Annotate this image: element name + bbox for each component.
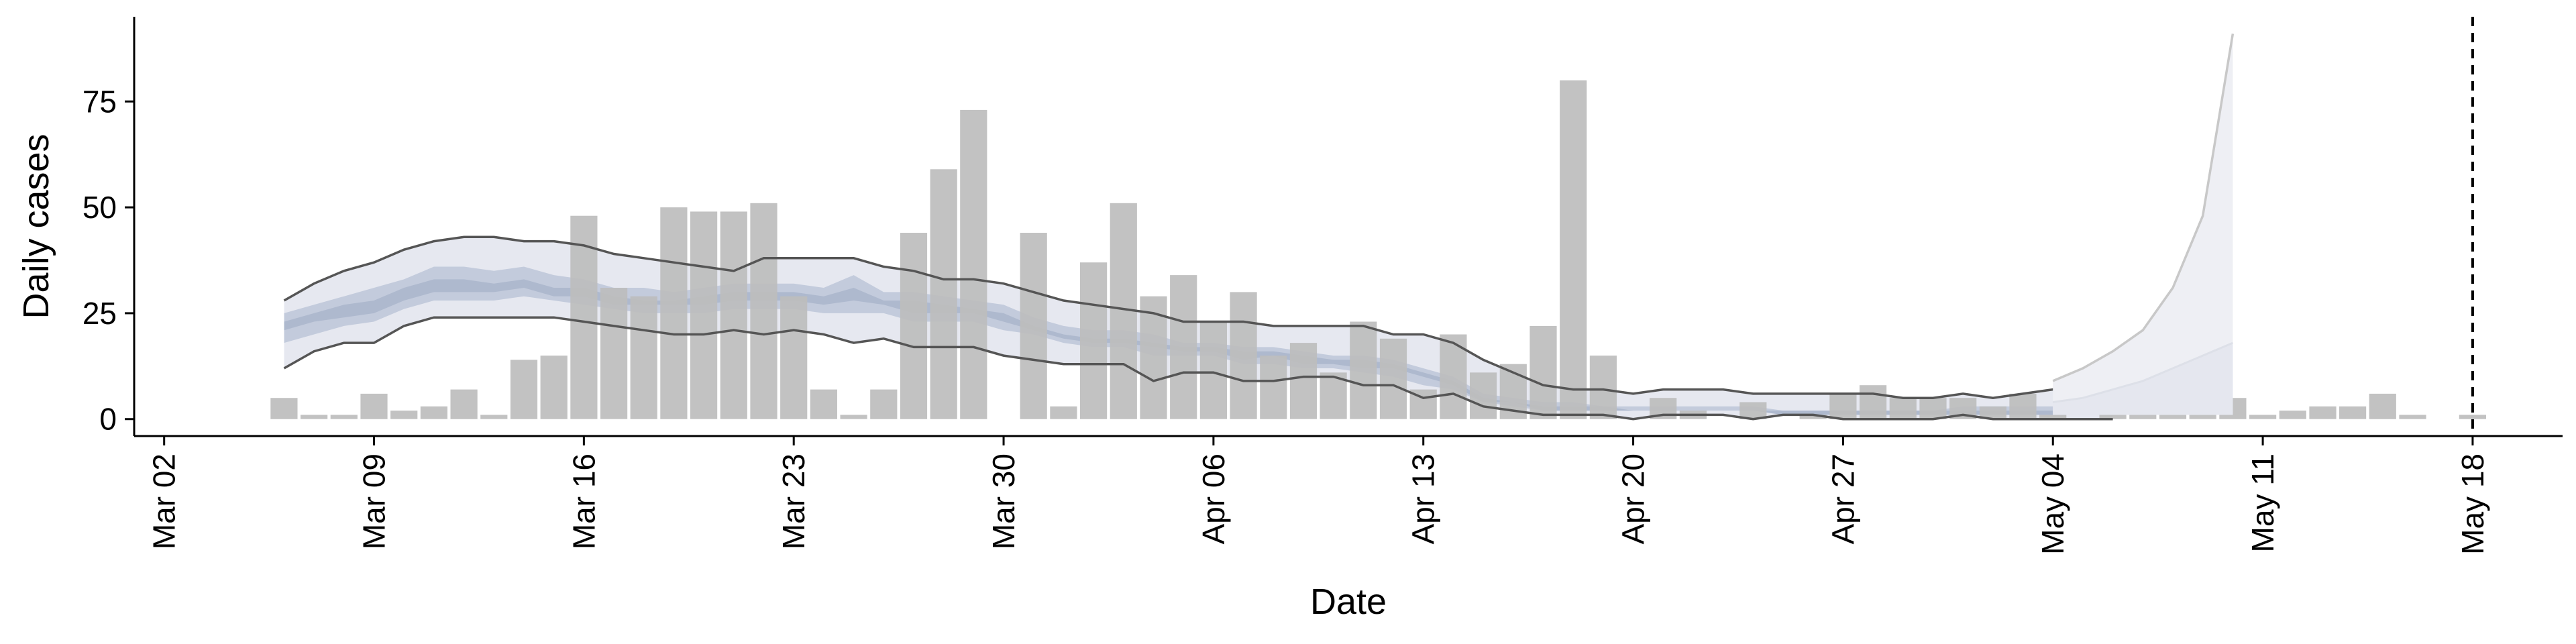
case-bar [540, 356, 568, 419]
forecast-band-outer [2053, 34, 2233, 415]
case-bar [1529, 325, 1557, 419]
case-bar [1919, 398, 1947, 419]
estimate-band-core [284, 279, 2113, 415]
case-bar [2039, 415, 2067, 419]
case-bar [1080, 262, 1108, 419]
case-bar [660, 207, 688, 419]
forecast-upper-line [2052, 34, 2235, 382]
case-bar [301, 415, 328, 419]
case-bar [630, 296, 657, 419]
case-bar [1979, 406, 2006, 419]
y-axis-title: Daily cases [16, 133, 56, 319]
case-bar [840, 415, 867, 419]
y-tick-label: 75 [83, 84, 117, 119]
case-bar [2399, 415, 2426, 419]
y-tick-label: 50 [83, 190, 117, 225]
case-bar [750, 203, 777, 419]
y-axis-ticks: 0 25 50 75 [83, 84, 134, 437]
case-bar [2249, 415, 2277, 419]
x-axis-ticks: Mar 02 Mar 09 Mar 16 Mar 23 Mar 30 Apr 06 Apr … [147, 436, 2490, 555]
case-bar [960, 109, 987, 419]
case-bar [2279, 411, 2306, 419]
case-bar [360, 393, 388, 419]
case-bar [270, 398, 298, 419]
x-tick-label: Apr 06 [1196, 453, 1231, 545]
case-bar [1170, 275, 1197, 419]
case-bar [1379, 338, 1407, 419]
case-bar [570, 215, 598, 419]
case-bar [1230, 292, 1257, 419]
case-bar [720, 211, 747, 419]
case-bar [2369, 393, 2396, 419]
x-tick-label: May 11 [2245, 453, 2280, 552]
case-bar [600, 288, 628, 419]
x-tick-label: Apr 13 [1406, 453, 1441, 545]
estimate-lower-line [283, 316, 2113, 421]
x-tick-label: May 04 [2035, 453, 2070, 555]
case-bar [420, 406, 447, 419]
x-tick-label: Mar 30 [986, 453, 1021, 549]
case-bar [1560, 80, 1587, 419]
case-bar [2309, 406, 2337, 419]
case-bar [1799, 415, 1827, 419]
case-bar [330, 415, 358, 419]
y-tick-label: 0 [99, 402, 117, 437]
case-bar [690, 211, 718, 419]
forecast-region [2052, 34, 2235, 415]
case-bar [1739, 402, 1767, 419]
forecast-band-inner [2053, 343, 2233, 415]
case-bar [1860, 385, 1887, 419]
case-bar [2009, 393, 2037, 419]
case-bar [900, 233, 928, 419]
case-bar [2339, 406, 2367, 419]
case-bar [1020, 233, 1047, 419]
x-tick-label: Mar 09 [357, 453, 392, 549]
case-bar [450, 389, 478, 419]
case-bar [1470, 372, 1497, 419]
case-bar [780, 296, 808, 419]
x-tick-label: Mar 23 [776, 453, 811, 549]
estimate-upper-line [283, 235, 2113, 399]
case-bar [1199, 321, 1227, 419]
case-bar [1589, 356, 1617, 419]
case-bar [870, 389, 898, 419]
x-tick-label: Apr 20 [1616, 453, 1651, 545]
case-bar [1260, 356, 1287, 419]
x-tick-label: Apr 27 [1825, 453, 1860, 545]
case-bar [1829, 393, 1857, 419]
case-bar [1289, 343, 1318, 419]
forecast-inner-line [2052, 341, 2233, 403]
x-tick-label: Mar 02 [147, 453, 182, 549]
estimate-lines [283, 235, 2113, 421]
case-bar [1889, 398, 1917, 419]
case-bar [2159, 415, 2187, 419]
case-bar [1350, 321, 1377, 419]
x-tick-label: Mar 16 [566, 453, 601, 549]
x-tick-label: May 18 [2455, 453, 2490, 555]
y-tick-label: 25 [83, 296, 117, 331]
case-bar [810, 389, 837, 419]
case-bar [390, 411, 418, 419]
case-bar [1050, 406, 1077, 419]
case-bar [2189, 415, 2216, 419]
case-bar [930, 169, 957, 419]
case-bar [480, 415, 508, 419]
case-bar [510, 360, 538, 419]
x-axis-title: Date [1310, 582, 1387, 622]
case-bar [2459, 415, 2486, 419]
